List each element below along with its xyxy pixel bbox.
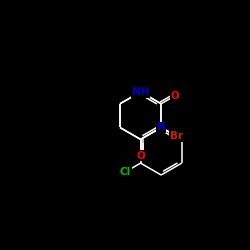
Text: O: O: [136, 150, 145, 160]
Text: Cl: Cl: [120, 167, 131, 177]
Text: Br: Br: [170, 131, 183, 141]
Text: N: N: [157, 122, 166, 132]
Text: NH: NH: [132, 87, 149, 97]
Text: O: O: [171, 90, 179, 101]
